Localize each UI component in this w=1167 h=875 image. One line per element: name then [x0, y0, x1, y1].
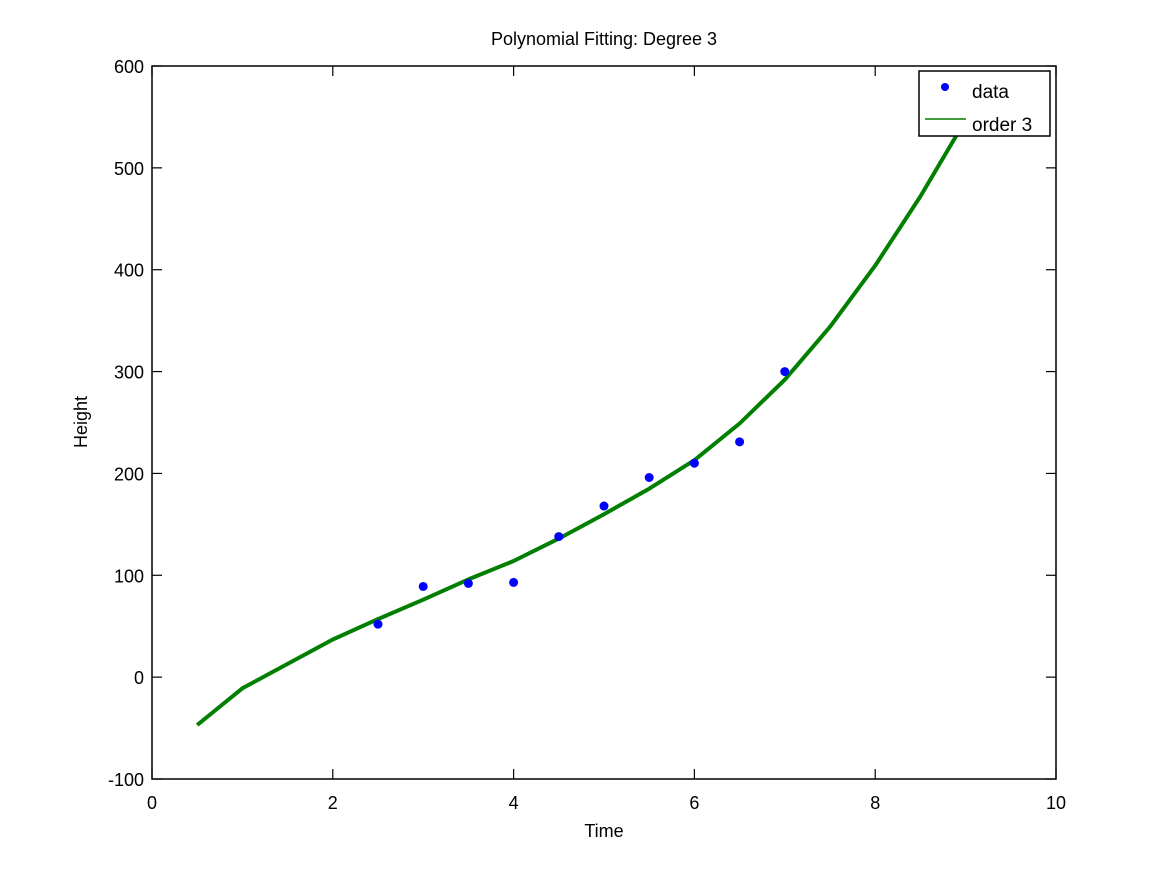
legend: data order 3 — [918, 70, 1051, 137]
legend-box — [918, 70, 1051, 137]
data-point — [554, 532, 564, 542]
x-tick-label: 2 — [328, 793, 338, 813]
x-tick-label: 0 — [147, 793, 157, 813]
data-point — [599, 501, 609, 511]
axis-ticks — [151, 65, 1057, 780]
y-tick-label: 100 — [114, 566, 144, 586]
data-point — [373, 619, 383, 629]
data-point — [780, 367, 790, 377]
y-tick-label: 500 — [114, 159, 144, 179]
series-line-order-3 — [195, 100, 979, 727]
y-tick-label: 600 — [114, 57, 144, 77]
data-point — [735, 437, 745, 447]
y-tick-label: 200 — [114, 464, 144, 484]
x-tick-label: 10 — [1046, 793, 1066, 813]
data-point — [644, 473, 654, 483]
legend-label-data: data — [972, 82, 1009, 103]
y-tick-label: 400 — [114, 261, 144, 281]
y-axis-label: Height — [71, 396, 91, 448]
x-tick-label: 8 — [870, 793, 880, 813]
y-tick-label: -100 — [108, 770, 144, 790]
plot-frame — [151, 65, 1057, 780]
chart-title: Polynomial Fitting: Degree 3 — [491, 29, 717, 49]
data-points — [373, 367, 790, 629]
data-point — [509, 577, 519, 587]
data-point — [463, 578, 473, 588]
data-point — [418, 581, 428, 591]
data-point — [689, 458, 699, 468]
x-axis-label: Time — [584, 821, 623, 841]
legend-label-order-3: order 3 — [972, 115, 1032, 136]
x-tick-label: 6 — [689, 793, 699, 813]
legend-marker-data — [941, 83, 949, 91]
y-tick-label: 300 — [114, 363, 144, 383]
x-tick-label: 4 — [509, 793, 519, 813]
y-tick-label: 0 — [134, 668, 144, 688]
